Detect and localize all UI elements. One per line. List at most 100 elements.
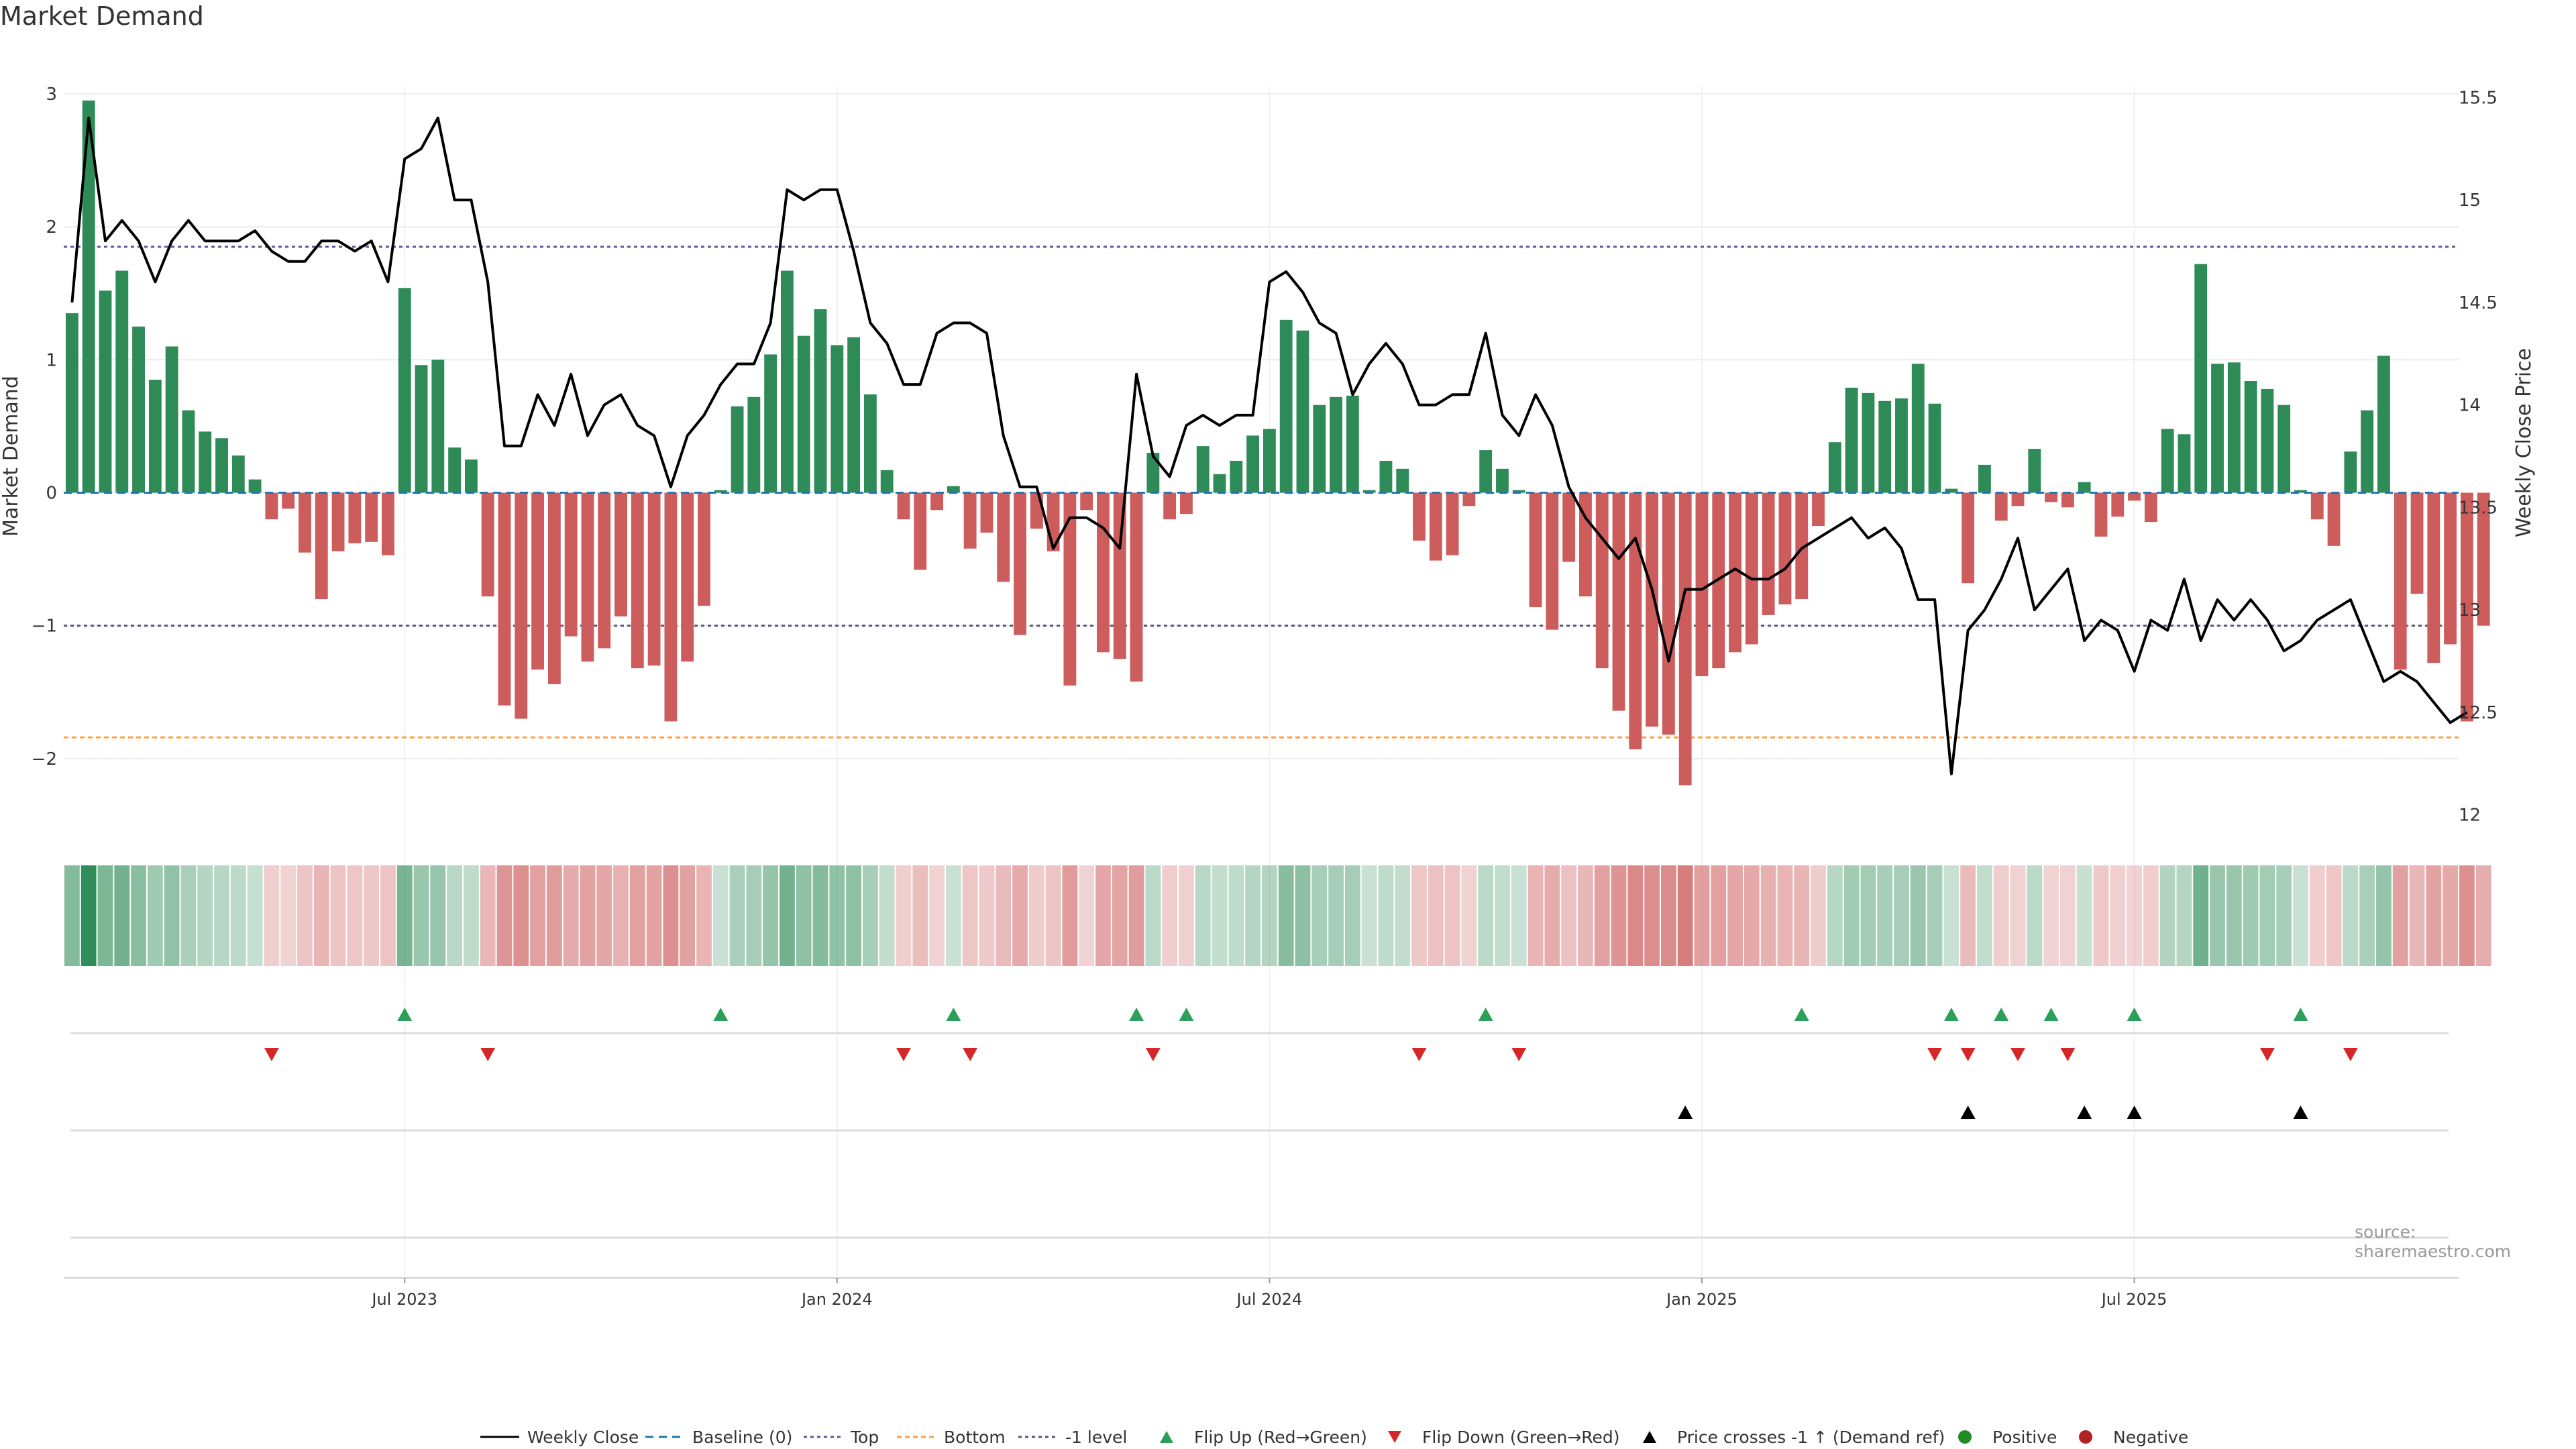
y-tick-label-right: 12.5 <box>2459 703 2498 723</box>
legend-label: Top <box>850 1428 879 1447</box>
heat-strip-cell <box>1062 865 1078 966</box>
demand-bar <box>1729 492 1741 653</box>
legend-label: Negative <box>2113 1428 2188 1447</box>
flip-up-marker <box>397 1008 413 1021</box>
heat-strip-cell <box>1860 865 1876 966</box>
heat-strip-cell <box>1145 865 1161 966</box>
heat-strip-cell <box>1627 865 1644 966</box>
demand-bar <box>231 455 245 493</box>
heat-strip-cell <box>280 865 297 966</box>
demand-bar <box>1828 442 1841 493</box>
heat-strip-cell <box>2243 865 2259 966</box>
heat-strip-cell <box>2226 865 2242 966</box>
demand-bar <box>2261 388 2274 493</box>
demand-bar <box>182 410 195 493</box>
flip-up-marker <box>2043 1008 2059 1021</box>
demand-bar <box>1479 450 1493 493</box>
demand-bar <box>581 492 594 662</box>
y-axis-title-left: Market Demand <box>0 376 23 537</box>
heat-strip-cell <box>1943 865 1960 966</box>
y-tick-label-left: −1 <box>32 616 57 637</box>
heat-strip-cell <box>1228 865 1244 966</box>
flip-up-marker <box>1179 1008 1194 1021</box>
heat-strip-cell <box>796 865 812 966</box>
demand-bar <box>1279 319 1293 493</box>
demand-bar <box>415 365 428 493</box>
legend-swatch-triangle-up <box>1160 1431 1173 1443</box>
demand-bar <box>1646 492 1659 727</box>
demand-bar <box>1845 387 1858 493</box>
demand-bar <box>382 492 394 555</box>
heat-strip-cell <box>2143 865 2159 966</box>
demand-bar <box>847 337 861 493</box>
demand-bar <box>731 406 744 493</box>
flip-down-marker <box>963 1048 978 1061</box>
demand-bar <box>2460 492 2473 722</box>
demand-bar <box>481 492 494 597</box>
demand-bar <box>2045 492 2058 502</box>
heat-strip-cell <box>2426 865 2442 966</box>
heat-strip-cell <box>97 865 113 966</box>
demand-bar <box>2310 492 2324 520</box>
demand-bar <box>2394 492 2407 670</box>
demand-bar <box>515 492 528 719</box>
legend-swatch-dot <box>2079 1430 2092 1444</box>
demand-bar <box>1496 468 1509 493</box>
heat-strip-cell <box>1378 865 1394 966</box>
heat-strip-cell <box>1578 865 1593 966</box>
demand-bar <box>698 492 710 606</box>
demand-bar <box>880 470 894 493</box>
demand-bar <box>997 492 1010 582</box>
demand-bar <box>1978 464 1991 493</box>
demand-bar <box>1612 492 1625 711</box>
demand-bar <box>165 346 178 493</box>
heat-strip-cell <box>1661 865 1676 966</box>
demand-bar <box>1346 395 1359 493</box>
demand-bar <box>547 492 561 684</box>
heat-strip-cell <box>1028 865 1044 966</box>
demand-bar <box>1230 460 1243 493</box>
demand-bar <box>2194 264 2208 493</box>
heat-strip-cell <box>812 865 828 966</box>
heat-strip-cell <box>447 865 462 966</box>
demand-bar <box>1313 405 1326 493</box>
x-tick-label: Jul 2024 <box>1236 1290 1303 1309</box>
heat-strip-cell <box>945 865 961 966</box>
demand-bar <box>1928 403 1941 493</box>
heat-strip-cell <box>2276 865 2292 966</box>
heat-strip-cell <box>1561 865 1577 966</box>
flip-down-marker <box>2010 1048 2026 1061</box>
demand-bar <box>1895 398 1908 493</box>
demand-bar <box>2061 492 2074 508</box>
heat-strip-cell <box>1461 865 1477 966</box>
heat-strip-cell <box>247 865 263 966</box>
heat-strip-cell <box>680 865 696 966</box>
demand-bar <box>282 492 295 509</box>
heat-strip-cell <box>1711 865 1727 966</box>
heat-strip-cell <box>313 865 329 966</box>
flip-down-marker <box>2259 1048 2275 1061</box>
heat-strip-cell <box>2027 865 2043 966</box>
legend-label: Positive <box>1992 1428 2057 1447</box>
demand-bar <box>1529 492 1542 607</box>
demand-bar <box>365 492 378 542</box>
demand-bar <box>99 290 112 493</box>
heat-strip-cell <box>729 865 745 966</box>
y-tick-label-left: 0 <box>46 484 57 504</box>
price-cross-marker <box>1960 1106 1976 1119</box>
heat-strip-cell <box>1527 865 1544 966</box>
heat-strip-cell <box>663 865 679 966</box>
demand-bar <box>614 492 627 616</box>
heat-strip-cell <box>1045 865 1061 966</box>
heat-strip-cell <box>646 865 662 966</box>
flip-down-marker <box>2343 1048 2358 1061</box>
heat-strip-cell <box>2127 865 2142 966</box>
demand-bar <box>148 380 162 493</box>
heat-strip-cell <box>2093 865 2109 966</box>
y-tick-label-right: 13.5 <box>2459 498 2498 518</box>
price-cross-marker <box>1678 1106 1693 1119</box>
demand-bar <box>1994 492 2008 521</box>
heat-strip-cell <box>214 865 229 966</box>
heat-strip-cell <box>2193 865 2209 966</box>
heat-strip-cell <box>297 865 313 966</box>
